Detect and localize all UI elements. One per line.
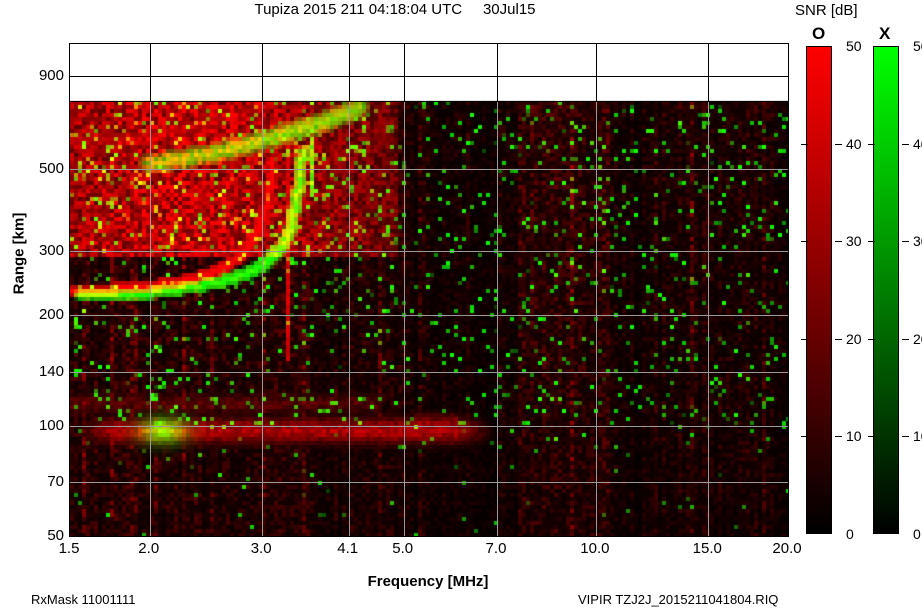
y-tick-label: 200 — [38, 306, 64, 324]
y-axis-ticks: 900 500 300 200 140 100 70 50 — [4, 43, 64, 544]
colorbar-tick-label: 50 — [913, 38, 922, 54]
colorbar-o-letter: O — [812, 24, 826, 43]
colorbar-o-ticks: 50 40 30 20 10 0 — [801, 38, 865, 542]
y-axis-label: Range [km] — [10, 212, 28, 295]
colorbar-tick-mark-inner — [868, 143, 875, 145]
plot-gridlines — [70, 44, 788, 536]
colorbar-tick-mark-inner — [801, 436, 808, 438]
y-tick-label: 900 — [38, 66, 64, 84]
y-tick-label: 50 — [47, 527, 64, 544]
colorbar-x-gradient — [873, 46, 899, 534]
x-tick-label: 2.0 — [138, 540, 160, 557]
colorbar-tick-mark — [835, 143, 842, 145]
ionogram-plot — [69, 43, 789, 537]
colorbar-tick-mark-inner — [868, 436, 875, 438]
colorbar-tick-label: 30 — [846, 233, 862, 250]
colorbar-o-gradient — [806, 46, 832, 534]
colorbar-tick-mark-inner — [868, 241, 875, 243]
x-tick-label: 7.0 — [485, 540, 507, 557]
x-tick-label: 5.0 — [392, 540, 414, 557]
colorbar-tick-mark — [835, 241, 842, 243]
y-tick-label: 70 — [47, 473, 64, 491]
colorbar-x-letter: X — [879, 24, 891, 43]
colorbar-tick-label: 20 — [846, 330, 862, 347]
colorbar-tick-label: 0 — [846, 526, 854, 542]
rxmask-label: RxMask 11001111 — [31, 592, 136, 607]
colorbar-tick-label: 50 — [846, 38, 862, 54]
y-tick-label: 300 — [38, 241, 64, 259]
x-tick-label: 15.0 — [692, 540, 722, 557]
x-tick-label: 4.1 — [337, 540, 359, 557]
colorbar-tick-mark — [835, 436, 842, 438]
y-tick-label: 100 — [38, 416, 64, 434]
ionogram-canvas — [70, 44, 788, 536]
colorbar-tick-label: 10 — [846, 428, 862, 445]
colorbar-tick-mark-inner — [801, 338, 808, 340]
colorbar-tick-mark — [902, 436, 909, 438]
colorbar-tick-label: 40 — [846, 135, 862, 152]
y-tick-label: 140 — [38, 363, 64, 381]
colorbar-tick-label: 20 — [913, 330, 922, 347]
x-tick-label: 10.0 — [580, 540, 610, 557]
colorbar-tick-label: 40 — [913, 135, 922, 152]
source-file-label: VIPIR TZJ2J_2015211041804.RIQ — [578, 592, 779, 607]
colorbar-title: SNR [dB] — [795, 2, 858, 19]
colorbar-tick-mark — [902, 241, 909, 243]
x-axis-ticks: 1.5 2.0 3.0 4.1 5.0 7.0 10.0 15.0 20.0 — [59, 540, 802, 560]
colorbar-tick-mark — [902, 143, 909, 145]
colorbar-tick-label: 10 — [913, 428, 922, 445]
y-tick-label: 500 — [38, 160, 64, 178]
colorbar-tick-mark — [902, 338, 909, 340]
x-tick-label: 1.5 — [58, 540, 80, 557]
colorbar-tick-mark-inner — [801, 143, 808, 145]
colorbar-tick-label: 0 — [913, 526, 921, 542]
colorbar-x-ticks: 50 40 30 20 10 0 — [868, 38, 922, 542]
page-title: Tupiza 2015 211 04:18:04 UTC 30Jul15 — [254, 1, 536, 18]
colorbar-tick-mark — [835, 338, 842, 340]
x-tick-label: 3.0 — [250, 540, 272, 557]
colorbar-tick-mark-inner — [868, 338, 875, 340]
x-tick-label: 20.0 — [772, 540, 802, 557]
x-axis-label: Frequency [MHz] — [367, 573, 489, 590]
colorbar-tick-mark-inner — [801, 241, 808, 243]
colorbar-tick-label: 30 — [913, 233, 922, 250]
